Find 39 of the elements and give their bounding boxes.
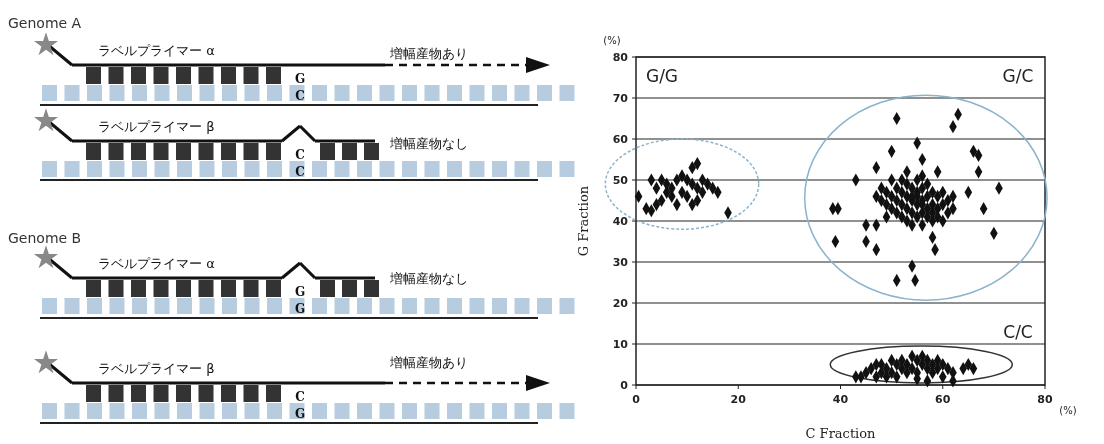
y-tick-label: 20 (612, 296, 629, 310)
annotation: G/G (645, 66, 679, 86)
text: 増幅産物なし (389, 136, 468, 151)
y-tick-label: 50 (612, 173, 629, 187)
text: G (294, 407, 306, 421)
text: (%) (603, 35, 621, 46)
text: 増幅産物なし (389, 271, 468, 286)
text: G (294, 302, 306, 316)
y-axis-title: G Fraction (576, 185, 591, 257)
text: Genome B (8, 230, 82, 246)
text: Genome A (8, 15, 82, 31)
text: ラベルプライマー α (98, 256, 215, 271)
text: ラベルプライマー β (98, 361, 215, 376)
y-tick-label: 0 (620, 378, 629, 392)
y-tick-label: 10 (612, 337, 629, 351)
text: (%) (1059, 405, 1077, 416)
text: C (295, 89, 305, 103)
text: ラベルプライマー β (98, 119, 215, 134)
x-tick-label: 0 (632, 393, 641, 406)
text: C (295, 148, 305, 162)
x-tick-label: 20 (730, 393, 747, 406)
y-tick-label: 70 (612, 91, 629, 105)
x-tick-label: 40 (832, 393, 849, 406)
x-tick-label: 80 (1037, 393, 1053, 406)
text: C (295, 390, 305, 404)
x-tick-label: 60 (935, 393, 951, 406)
y-tick-label: 60 (612, 132, 629, 146)
text: 増幅産物あり (389, 46, 468, 61)
text: C (295, 165, 305, 179)
annotation: C/C (1003, 321, 1033, 342)
x-axis-title: C Fraction (805, 426, 877, 441)
annotation: G/C (1002, 66, 1034, 86)
text: ラベルプライマー α (98, 43, 215, 58)
text: G (294, 285, 306, 299)
text: 増幅産物あり (389, 355, 468, 370)
y-tick-label: 40 (612, 214, 629, 228)
text: G (294, 72, 306, 86)
y-tick-label: 80 (612, 50, 629, 64)
y-tick-label: 30 (612, 255, 629, 269)
